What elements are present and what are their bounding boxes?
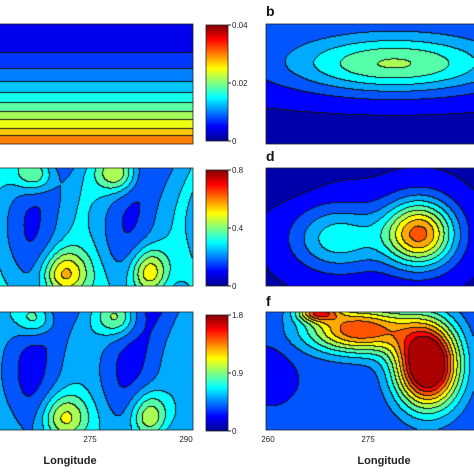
heatmap-d bbox=[266, 168, 474, 286]
cbar-e-tick-max: 1.8 bbox=[232, 311, 244, 320]
heatmap-b bbox=[266, 24, 474, 144]
cbar-c-tick-min: 0 bbox=[232, 282, 237, 291]
x-axis-label-e: Longitude bbox=[43, 455, 96, 467]
cbar-c-tick-mid: 0.4 bbox=[232, 224, 244, 233]
colorbar-e: 1.8 0.9 0 bbox=[205, 311, 244, 436]
heatmap-c bbox=[0, 168, 193, 286]
heatmap-a bbox=[0, 24, 193, 144]
cbar-e-tick-mid: 0.9 bbox=[232, 369, 244, 378]
heatmap-f bbox=[266, 312, 474, 430]
panel-label-d: d bbox=[266, 148, 275, 164]
cbar-a-tick-max: 0.04 bbox=[232, 21, 248, 30]
x-axis-label-f: Longitude bbox=[357, 455, 410, 467]
cbar-a-tick-min: 0 bbox=[232, 137, 237, 146]
panel-label-f: f bbox=[266, 293, 271, 309]
cbar-a-tick-mid: 0.02 bbox=[232, 79, 248, 88]
colorbar-c: 0.8 0.4 0 bbox=[205, 166, 244, 291]
colorbar-a: 0.04 0.02 0 bbox=[205, 21, 248, 146]
heatmap-e bbox=[0, 312, 193, 430]
x-tick-f-260: 260 bbox=[261, 435, 275, 444]
x-tick-e-290: 290 bbox=[179, 435, 193, 444]
x-tick-e-275: 275 bbox=[83, 435, 97, 444]
cbar-c-tick-max: 0.8 bbox=[232, 166, 244, 175]
x-tick-f-275: 275 bbox=[361, 435, 375, 444]
panel-label-b: b bbox=[266, 3, 275, 19]
cbar-e-tick-min: 0 bbox=[232, 427, 237, 436]
